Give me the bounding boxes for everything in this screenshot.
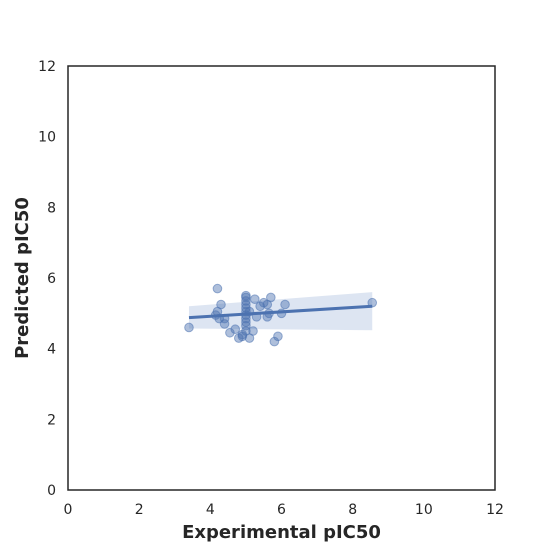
x-axis-label: Experimental pIC50 xyxy=(182,522,381,543)
data-point xyxy=(241,303,251,313)
y-tick-label: 12 xyxy=(38,59,56,75)
data-point xyxy=(241,296,251,306)
y-tick-label: 10 xyxy=(38,130,56,146)
data-point xyxy=(184,322,194,333)
data-point xyxy=(255,301,265,312)
y-tick-label: 8 xyxy=(47,200,56,216)
data-point xyxy=(266,292,276,303)
y-axis-label: Predicted pIC50 xyxy=(12,197,33,359)
regression-line xyxy=(188,304,373,320)
data-point xyxy=(225,327,235,338)
data-point xyxy=(219,319,230,329)
data-point xyxy=(230,324,241,335)
data-point xyxy=(216,299,226,310)
plot-layer xyxy=(67,65,496,491)
y-tick-label: 2 xyxy=(47,412,56,428)
data-point xyxy=(273,331,283,342)
x-tick-label: 2 xyxy=(135,502,144,518)
ticks-layer: 0 2 4 6 8 10 12 0 2 4 6 8 10 12 xyxy=(38,59,504,518)
data-point xyxy=(250,294,260,305)
data-point xyxy=(280,299,290,310)
x-tick-label: 0 xyxy=(64,502,73,518)
x-tick-label: 4 xyxy=(206,502,215,518)
x-tick-label: 12 xyxy=(486,502,504,518)
data-point xyxy=(212,283,223,294)
data-point xyxy=(241,292,251,303)
y-tick-label: 4 xyxy=(47,342,56,358)
y-tick-label: 0 xyxy=(47,483,56,499)
data-point xyxy=(241,320,251,331)
x-tick-label: 6 xyxy=(277,502,286,518)
y-tick-label: 6 xyxy=(47,271,56,287)
data-point xyxy=(237,331,248,342)
data-point xyxy=(269,336,280,347)
x-tick-label: 10 xyxy=(415,502,433,518)
plot-frame xyxy=(67,65,496,491)
x-tick-label: 8 xyxy=(348,502,357,518)
data-point xyxy=(248,326,258,336)
